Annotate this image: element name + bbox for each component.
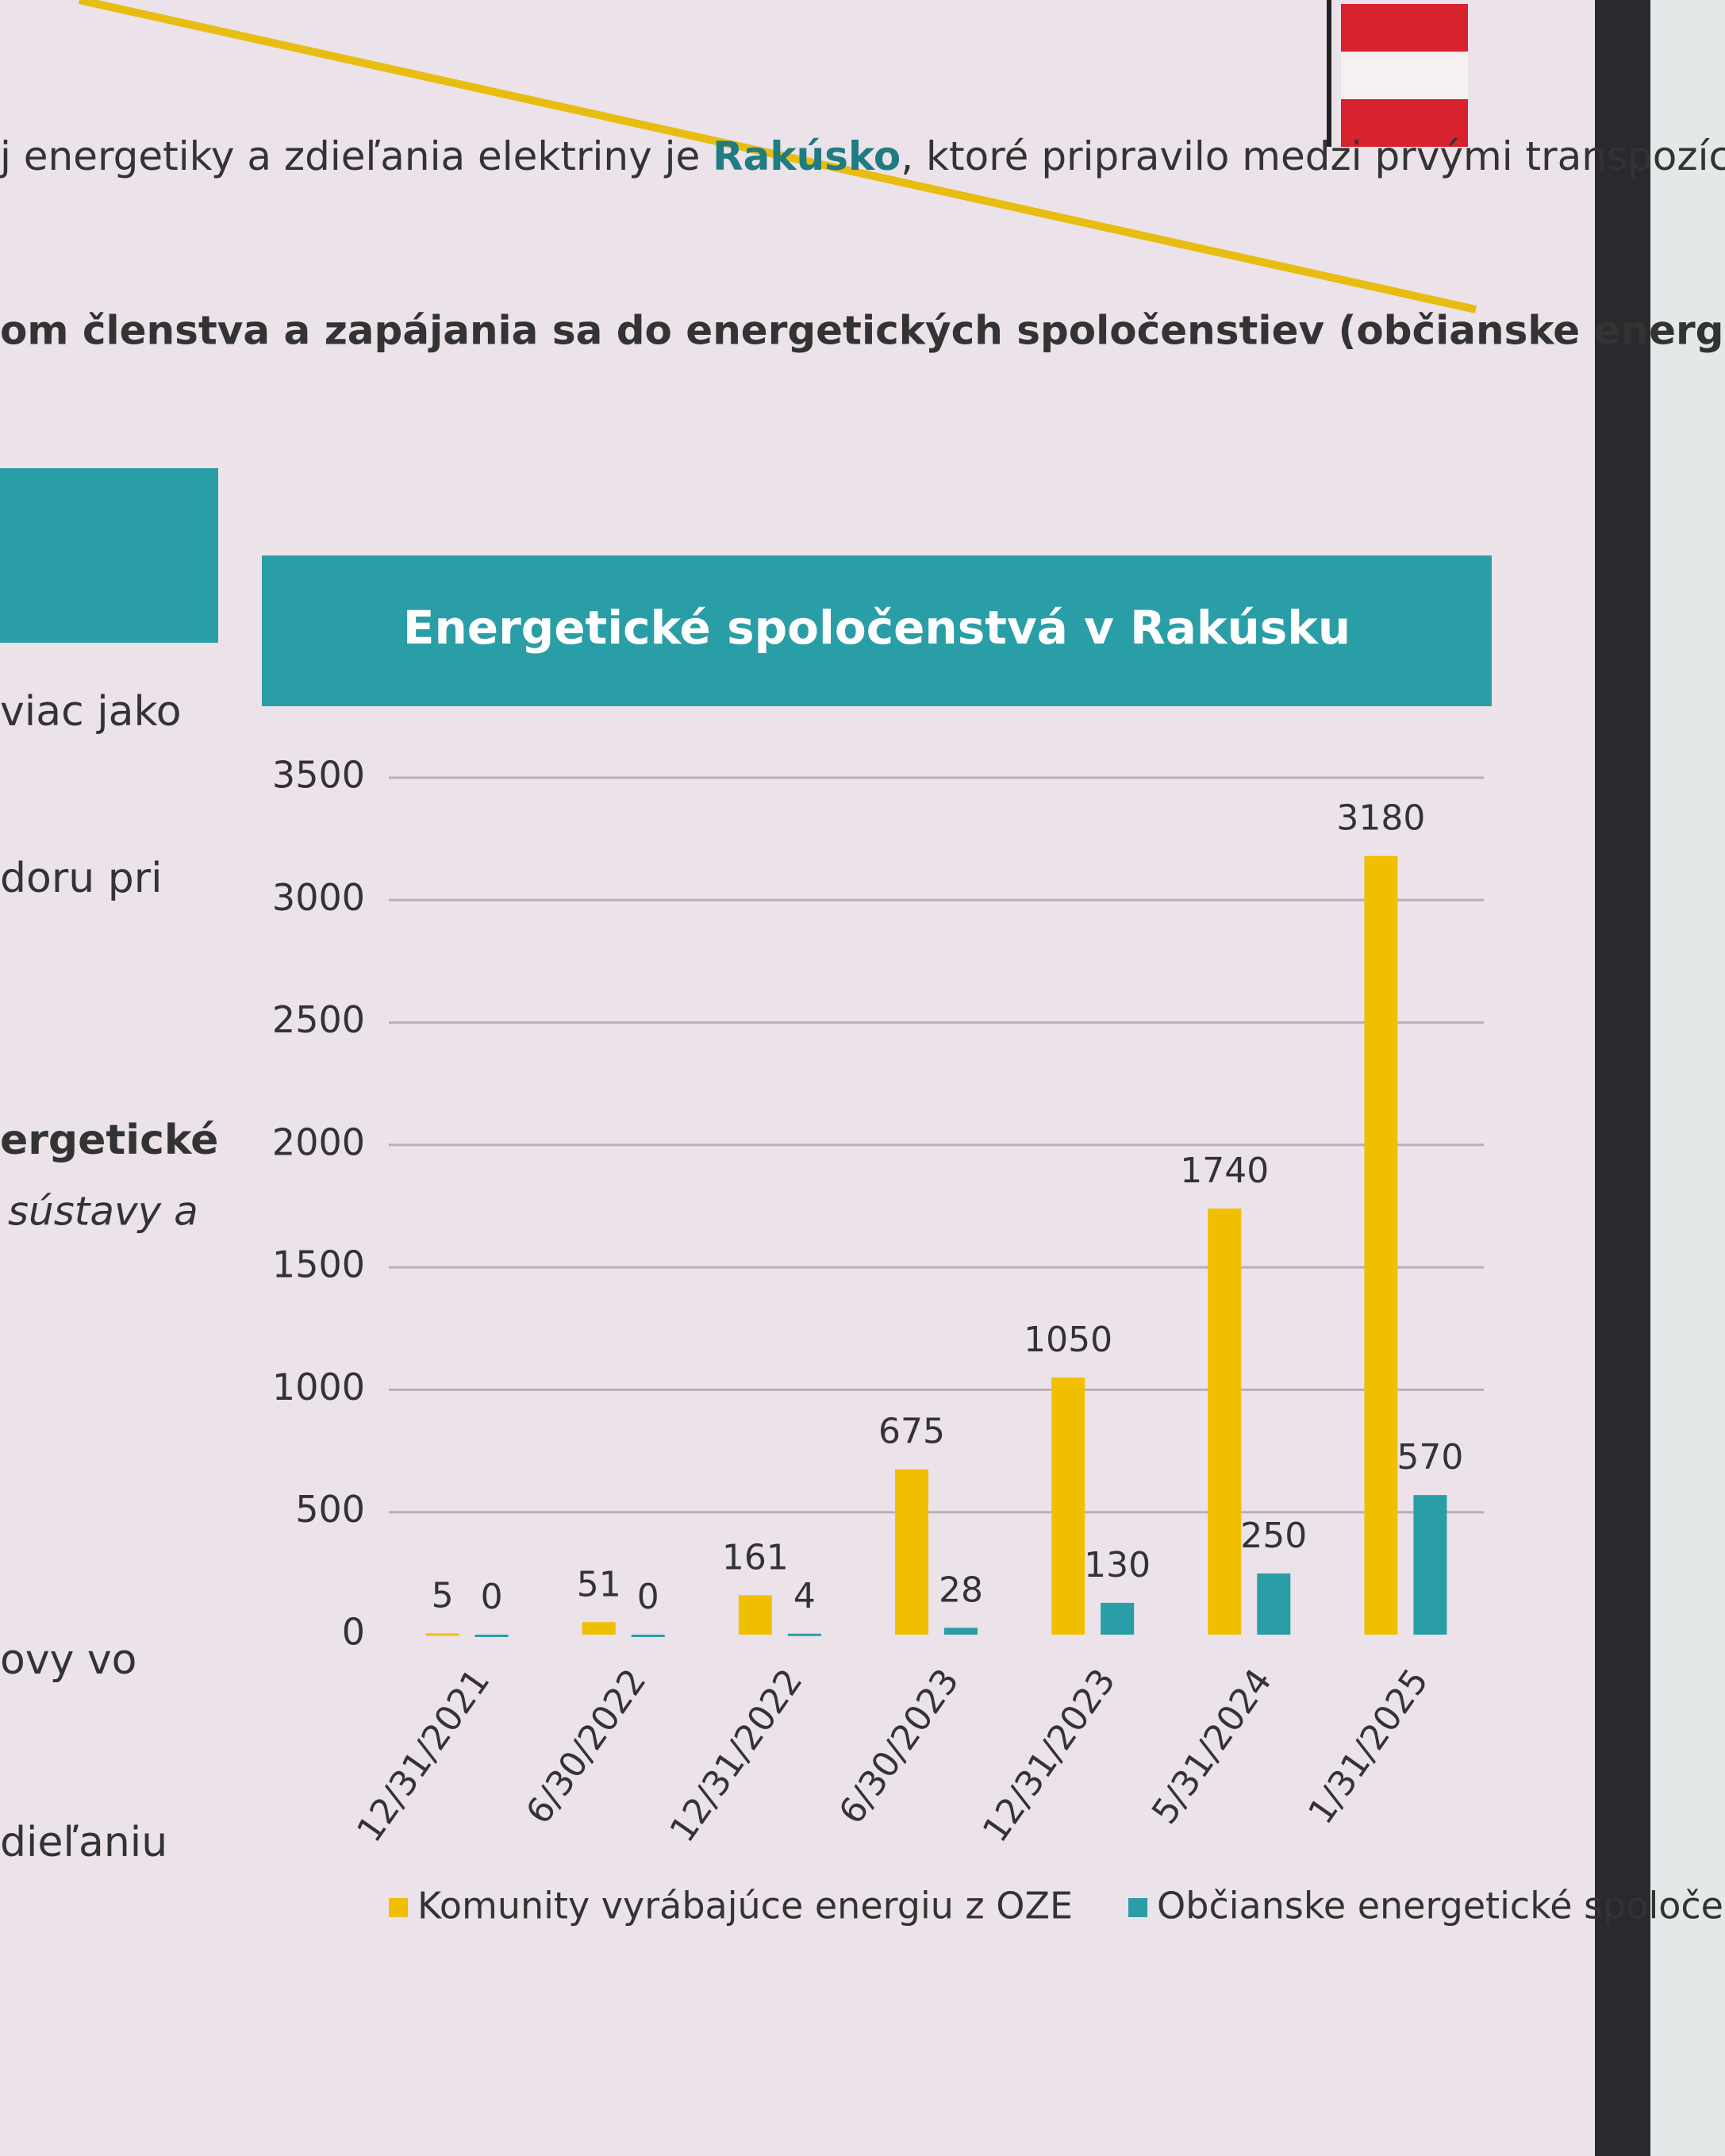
bar [944, 1628, 978, 1635]
left-text: ovy vo [0, 1636, 136, 1684]
y-tick-label: 1500 [272, 1243, 365, 1286]
data-label: 1740 [1180, 1151, 1269, 1191]
left-text: viac jako [0, 688, 182, 736]
y-tick-label: 3500 [272, 754, 365, 797]
bar [1101, 1602, 1135, 1635]
wall [1650, 0, 1725, 2156]
legend-swatch [1128, 1898, 1148, 1917]
left-text: ergetické [0, 1116, 218, 1164]
y-tick-label: 2000 [272, 1120, 365, 1163]
flag-stripe [1341, 99, 1468, 147]
bar [738, 1595, 772, 1635]
y-tick-label: 0 [342, 1611, 365, 1654]
bar [1413, 1495, 1447, 1635]
chart-title: Energetické spoločenstvá v Rakúsku [403, 601, 1350, 655]
bar [1364, 855, 1398, 1635]
flag-stripe [1341, 52, 1468, 99]
flag-stripe [1341, 4, 1468, 52]
intro-text: j energetiky a zdieľania elektriny je Ra… [0, 133, 1725, 179]
data-label: 250 [1240, 1516, 1307, 1556]
y-tick-label: 500 [295, 1488, 365, 1531]
left-text: dieľaniu [0, 1819, 167, 1866]
legend-swatch [389, 1898, 408, 1917]
bar [1051, 1378, 1085, 1635]
data-label: 570 [1397, 1437, 1463, 1478]
data-label: 5 [432, 1575, 454, 1616]
bar [1257, 1573, 1291, 1635]
screen-bezel [1595, 0, 1650, 2156]
bar [582, 1622, 616, 1635]
text-bold: Rakúsko [713, 133, 901, 179]
bar [425, 1633, 459, 1636]
data-label: 130 [1084, 1545, 1151, 1585]
left-text: sústavy a [8, 1189, 198, 1235]
bar [895, 1469, 928, 1635]
y-tick-label: 3000 [272, 876, 365, 919]
bar [631, 1635, 665, 1637]
y-tick-label: 2500 [272, 998, 365, 1041]
green-text: om členstva a zapájania sa do energetick… [0, 308, 1725, 354]
data-label: 0 [637, 1577, 659, 1617]
accent-line [78, 0, 1477, 313]
flag [1327, 0, 1468, 147]
slide-background [0, 0, 1619, 2156]
bar [787, 1633, 821, 1636]
data-label: 3180 [1336, 798, 1425, 839]
left-header-band [0, 468, 218, 643]
chart-title-band [262, 555, 1492, 706]
data-label: 0 [481, 1577, 503, 1617]
y-tick-label: 1000 [272, 1366, 365, 1409]
legend-label: Komunity vyrábajúce energiu z OZE [417, 1885, 1073, 1927]
text-part: j energetiky a zdieľania elektriny je [0, 133, 713, 179]
data-label: 675 [878, 1412, 945, 1452]
data-label: 51 [577, 1564, 621, 1605]
text-part: , ktoré pripravilo medzi prvými transpoz… [901, 133, 1725, 179]
data-label: 1050 [1024, 1320, 1112, 1360]
left-text: doru pri [0, 855, 163, 902]
legend-label: Občianske energetické spoločenstvá [1157, 1885, 1725, 1927]
bar [1208, 1209, 1242, 1635]
bar [474, 1635, 509, 1637]
data-label: 161 [722, 1537, 789, 1578]
data-label: 4 [793, 1576, 816, 1616]
data-label: 28 [939, 1570, 983, 1610]
